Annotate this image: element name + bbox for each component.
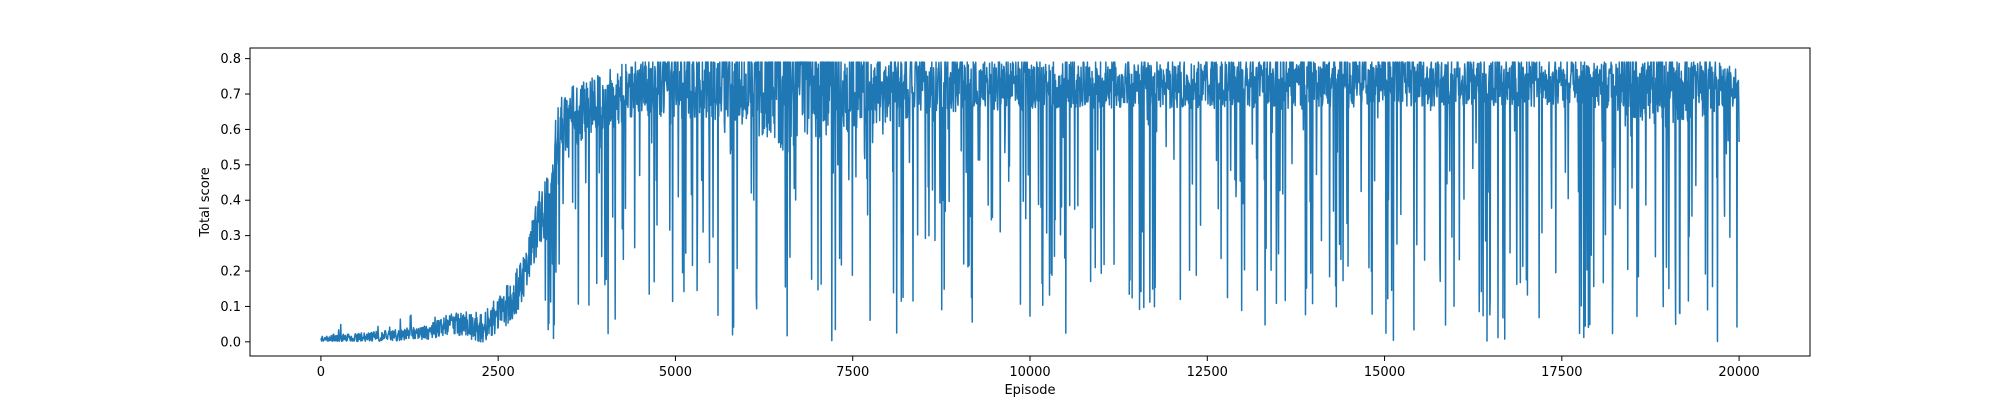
x-tick-label: 20000 [1718,365,1759,380]
x-tick-label: 12500 [1187,365,1228,380]
x-tick-label: 2500 [482,365,515,380]
x-axis: 0 2500 5000 7500 10000 12500 15000 17500 20000 [317,356,1760,380]
y-tick-label: 0.2 [220,265,241,280]
x-tick-label: 7500 [836,365,869,380]
y-axis-label: Total score [198,167,213,237]
y-tick-label: 0.6 [220,123,241,138]
y-tick-label: 0.5 [220,158,241,173]
x-axis-label: Episode [1004,383,1055,398]
y-tick-label: 0.1 [220,300,241,315]
y-axis: 0.0 0.1 0.2 0.3 0.4 0.5 0.6 0.7 0.8 [220,52,250,350]
y-tick-label: 0.8 [220,52,241,67]
series-layer [320,61,1740,343]
y-tick-label: 0.0 [220,335,241,350]
series-line [320,61,1740,343]
y-tick-label: 0.4 [220,194,241,209]
x-tick-label: 15000 [1364,365,1405,380]
x-tick-label: 17500 [1541,365,1582,380]
y-tick-label: 0.7 [220,88,241,103]
x-tick-label: 5000 [659,365,692,380]
y-tick-label: 0.3 [220,229,241,244]
x-tick-label: 10000 [1009,365,1050,380]
x-tick-label: 0 [317,365,325,380]
